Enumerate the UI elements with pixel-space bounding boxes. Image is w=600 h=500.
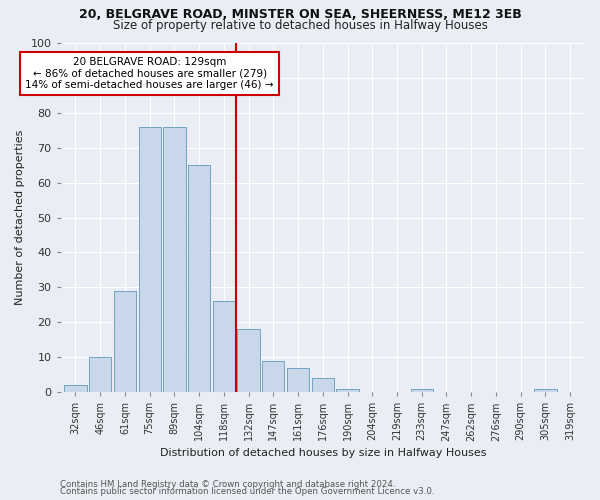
Text: Contains HM Land Registry data © Crown copyright and database right 2024.: Contains HM Land Registry data © Crown c…	[60, 480, 395, 489]
Bar	[238, 330, 260, 392]
Bar	[410, 388, 433, 392]
Bar	[139, 127, 161, 392]
Text: 20, BELGRAVE ROAD, MINSTER ON SEA, SHEERNESS, ME12 3EB: 20, BELGRAVE ROAD, MINSTER ON SEA, SHEER…	[79, 8, 521, 20]
Text: Size of property relative to detached houses in Halfway Houses: Size of property relative to detached ho…	[113, 18, 487, 32]
Bar	[64, 385, 86, 392]
Bar	[89, 357, 111, 392]
Bar	[311, 378, 334, 392]
Bar	[262, 360, 284, 392]
Bar	[213, 302, 235, 392]
Bar	[163, 127, 185, 392]
Bar	[188, 165, 210, 392]
X-axis label: Distribution of detached houses by size in Halfway Houses: Distribution of detached houses by size …	[160, 448, 486, 458]
Y-axis label: Number of detached properties: Number of detached properties	[15, 130, 25, 306]
Bar	[287, 368, 309, 392]
Bar	[337, 388, 359, 392]
Bar	[534, 388, 557, 392]
Bar	[114, 291, 136, 392]
Text: Contains public sector information licensed under the Open Government Licence v3: Contains public sector information licen…	[60, 487, 434, 496]
Text: 20 BELGRAVE ROAD: 129sqm
← 86% of detached houses are smaller (279)
14% of semi-: 20 BELGRAVE ROAD: 129sqm ← 86% of detach…	[25, 57, 274, 90]
